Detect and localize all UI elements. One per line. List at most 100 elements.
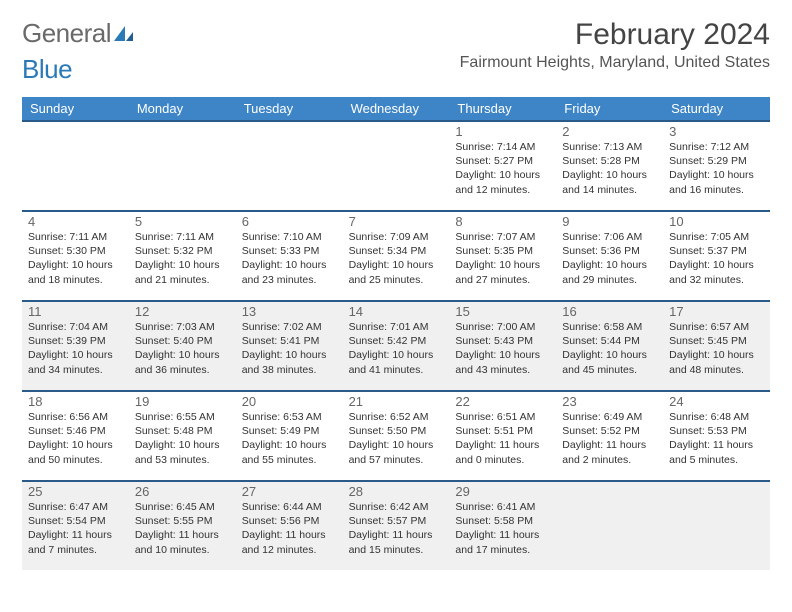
day-number: 25	[28, 484, 123, 499]
sun-info: Sunrise: 6:45 AMSunset: 5:55 PMDaylight:…	[135, 500, 230, 557]
sun-info: Sunrise: 7:06 AMSunset: 5:36 PMDaylight:…	[562, 230, 657, 287]
day-number: 20	[242, 394, 337, 409]
day-cell: 19Sunrise: 6:55 AMSunset: 5:48 PMDayligh…	[129, 392, 236, 480]
day-number: 29	[455, 484, 550, 499]
day-number: 12	[135, 304, 230, 319]
day-number: 14	[349, 304, 444, 319]
day-number: 22	[455, 394, 550, 409]
sun-info: Sunrise: 6:51 AMSunset: 5:51 PMDaylight:…	[455, 410, 550, 467]
logo: General	[22, 18, 135, 49]
day-cell: 22Sunrise: 6:51 AMSunset: 5:51 PMDayligh…	[449, 392, 556, 480]
day-cell: 16Sunrise: 6:58 AMSunset: 5:44 PMDayligh…	[556, 302, 663, 390]
sun-info: Sunrise: 7:13 AMSunset: 5:28 PMDaylight:…	[562, 140, 657, 197]
week-row: 25Sunrise: 6:47 AMSunset: 5:54 PMDayligh…	[22, 480, 770, 570]
day-cell: 15Sunrise: 7:00 AMSunset: 5:43 PMDayligh…	[449, 302, 556, 390]
day-header: Tuesday	[236, 97, 343, 120]
day-header-row: SundayMondayTuesdayWednesdayThursdayFrid…	[22, 97, 770, 120]
day-cell: 24Sunrise: 6:48 AMSunset: 5:53 PMDayligh…	[663, 392, 770, 480]
day-number: 1	[455, 124, 550, 139]
day-cell	[129, 122, 236, 210]
sun-info: Sunrise: 7:12 AMSunset: 5:29 PMDaylight:…	[669, 140, 764, 197]
logo-text-1: General	[22, 18, 111, 49]
sun-info: Sunrise: 7:09 AMSunset: 5:34 PMDaylight:…	[349, 230, 444, 287]
sun-info: Sunrise: 6:42 AMSunset: 5:57 PMDaylight:…	[349, 500, 444, 557]
sun-info: Sunrise: 7:10 AMSunset: 5:33 PMDaylight:…	[242, 230, 337, 287]
day-number: 3	[669, 124, 764, 139]
sun-info: Sunrise: 6:44 AMSunset: 5:56 PMDaylight:…	[242, 500, 337, 557]
day-number: 21	[349, 394, 444, 409]
week-row: 18Sunrise: 6:56 AMSunset: 5:46 PMDayligh…	[22, 390, 770, 480]
day-cell: 26Sunrise: 6:45 AMSunset: 5:55 PMDayligh…	[129, 482, 236, 570]
sun-info: Sunrise: 7:03 AMSunset: 5:40 PMDaylight:…	[135, 320, 230, 377]
day-number: 10	[669, 214, 764, 229]
day-cell: 14Sunrise: 7:01 AMSunset: 5:42 PMDayligh…	[343, 302, 450, 390]
sun-info: Sunrise: 6:53 AMSunset: 5:49 PMDaylight:…	[242, 410, 337, 467]
day-cell: 17Sunrise: 6:57 AMSunset: 5:45 PMDayligh…	[663, 302, 770, 390]
sun-info: Sunrise: 6:55 AMSunset: 5:48 PMDaylight:…	[135, 410, 230, 467]
sun-info: Sunrise: 7:02 AMSunset: 5:41 PMDaylight:…	[242, 320, 337, 377]
day-cell	[343, 122, 450, 210]
sun-info: Sunrise: 6:48 AMSunset: 5:53 PMDaylight:…	[669, 410, 764, 467]
day-number: 17	[669, 304, 764, 319]
day-number: 13	[242, 304, 337, 319]
location-text: Fairmount Heights, Maryland, United Stat…	[460, 54, 770, 72]
day-number: 18	[28, 394, 123, 409]
week-row: 1Sunrise: 7:14 AMSunset: 5:27 PMDaylight…	[22, 120, 770, 210]
sun-info: Sunrise: 6:52 AMSunset: 5:50 PMDaylight:…	[349, 410, 444, 467]
calendar: SundayMondayTuesdayWednesdayThursdayFrid…	[22, 97, 770, 570]
month-title: February 2024	[460, 18, 770, 52]
sun-info: Sunrise: 7:04 AMSunset: 5:39 PMDaylight:…	[28, 320, 123, 377]
sun-info: Sunrise: 6:49 AMSunset: 5:52 PMDaylight:…	[562, 410, 657, 467]
logo-text-2: Blue	[22, 54, 72, 85]
day-cell: 28Sunrise: 6:42 AMSunset: 5:57 PMDayligh…	[343, 482, 450, 570]
week-row: 11Sunrise: 7:04 AMSunset: 5:39 PMDayligh…	[22, 300, 770, 390]
day-number: 9	[562, 214, 657, 229]
day-cell: 27Sunrise: 6:44 AMSunset: 5:56 PMDayligh…	[236, 482, 343, 570]
day-header: Friday	[556, 97, 663, 120]
day-cell	[236, 122, 343, 210]
sun-info: Sunrise: 7:11 AMSunset: 5:32 PMDaylight:…	[135, 230, 230, 287]
day-header: Monday	[129, 97, 236, 120]
day-number: 4	[28, 214, 123, 229]
sun-info: Sunrise: 7:01 AMSunset: 5:42 PMDaylight:…	[349, 320, 444, 377]
sun-info: Sunrise: 6:57 AMSunset: 5:45 PMDaylight:…	[669, 320, 764, 377]
day-number: 11	[28, 304, 123, 319]
day-number: 6	[242, 214, 337, 229]
sun-info: Sunrise: 7:00 AMSunset: 5:43 PMDaylight:…	[455, 320, 550, 377]
day-cell: 20Sunrise: 6:53 AMSunset: 5:49 PMDayligh…	[236, 392, 343, 480]
day-cell	[663, 482, 770, 570]
sun-info: Sunrise: 7:11 AMSunset: 5:30 PMDaylight:…	[28, 230, 123, 287]
day-number: 15	[455, 304, 550, 319]
day-number: 24	[669, 394, 764, 409]
day-cell: 3Sunrise: 7:12 AMSunset: 5:29 PMDaylight…	[663, 122, 770, 210]
title-block: February 2024 Fairmount Heights, Marylan…	[460, 18, 770, 72]
sun-info: Sunrise: 7:05 AMSunset: 5:37 PMDaylight:…	[669, 230, 764, 287]
day-number: 27	[242, 484, 337, 499]
day-number: 8	[455, 214, 550, 229]
day-cell: 4Sunrise: 7:11 AMSunset: 5:30 PMDaylight…	[22, 212, 129, 300]
day-number: 23	[562, 394, 657, 409]
logo-sail-icon	[113, 24, 135, 44]
sun-info: Sunrise: 7:07 AMSunset: 5:35 PMDaylight:…	[455, 230, 550, 287]
day-cell: 21Sunrise: 6:52 AMSunset: 5:50 PMDayligh…	[343, 392, 450, 480]
day-number: 5	[135, 214, 230, 229]
day-header: Wednesday	[343, 97, 450, 120]
week-row: 4Sunrise: 7:11 AMSunset: 5:30 PMDaylight…	[22, 210, 770, 300]
day-cell: 12Sunrise: 7:03 AMSunset: 5:40 PMDayligh…	[129, 302, 236, 390]
day-cell	[556, 482, 663, 570]
day-cell: 6Sunrise: 7:10 AMSunset: 5:33 PMDaylight…	[236, 212, 343, 300]
sun-info: Sunrise: 6:41 AMSunset: 5:58 PMDaylight:…	[455, 500, 550, 557]
day-number: 7	[349, 214, 444, 229]
day-number: 2	[562, 124, 657, 139]
day-cell: 29Sunrise: 6:41 AMSunset: 5:58 PMDayligh…	[449, 482, 556, 570]
sun-info: Sunrise: 6:58 AMSunset: 5:44 PMDaylight:…	[562, 320, 657, 377]
day-number: 26	[135, 484, 230, 499]
day-cell: 23Sunrise: 6:49 AMSunset: 5:52 PMDayligh…	[556, 392, 663, 480]
sun-info: Sunrise: 6:56 AMSunset: 5:46 PMDaylight:…	[28, 410, 123, 467]
day-cell: 8Sunrise: 7:07 AMSunset: 5:35 PMDaylight…	[449, 212, 556, 300]
day-cell: 11Sunrise: 7:04 AMSunset: 5:39 PMDayligh…	[22, 302, 129, 390]
day-number: 16	[562, 304, 657, 319]
day-cell: 7Sunrise: 7:09 AMSunset: 5:34 PMDaylight…	[343, 212, 450, 300]
day-cell	[22, 122, 129, 210]
day-header: Thursday	[449, 97, 556, 120]
